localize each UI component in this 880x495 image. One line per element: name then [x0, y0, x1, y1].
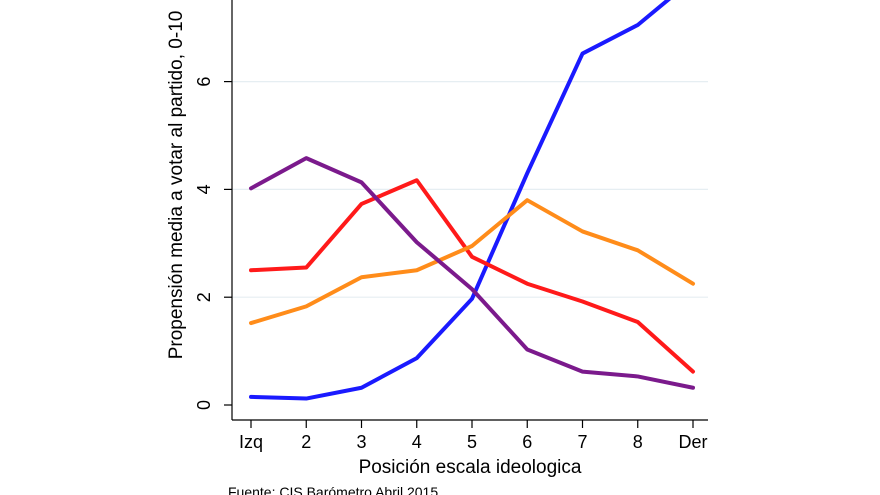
- series-lines: [249, 0, 695, 401]
- x-tick-label: 8: [633, 432, 643, 452]
- x-tick-label: 7: [577, 432, 587, 452]
- series-line-orange: [249, 198, 695, 326]
- x-tick-label: Izq: [239, 432, 263, 452]
- y-axis-title: Propensión media a votar al partido, 0-1…: [166, 11, 187, 360]
- x-axis-title: Posición escala ideologica: [359, 457, 582, 478]
- series-line-red: [249, 178, 695, 374]
- y-ticks: 0 2 4 6: [194, 77, 232, 410]
- series-line-purple: [249, 156, 695, 390]
- source-note: Fuente: CIS Barómetro Abril 2015: [228, 484, 438, 495]
- y-tick-label: 4: [194, 184, 214, 194]
- x-tick-label: 3: [356, 432, 366, 452]
- x-ticks: Izq 2 3 4 5 6 7 8 Der: [239, 420, 708, 452]
- y-tick-label: 0: [194, 400, 214, 410]
- x-tick-label: 2: [301, 432, 311, 452]
- gridlines: [232, 80, 708, 298]
- x-tick-label: Der: [678, 432, 707, 452]
- x-tick-label: 5: [467, 432, 477, 452]
- y-tick-label: 6: [194, 77, 214, 87]
- x-tick-label: 6: [522, 432, 532, 452]
- axes: [231, 0, 708, 421]
- y-tick-label: 2: [194, 292, 214, 302]
- series-line-blue: [249, 0, 672, 401]
- x-tick-label: 4: [412, 432, 422, 452]
